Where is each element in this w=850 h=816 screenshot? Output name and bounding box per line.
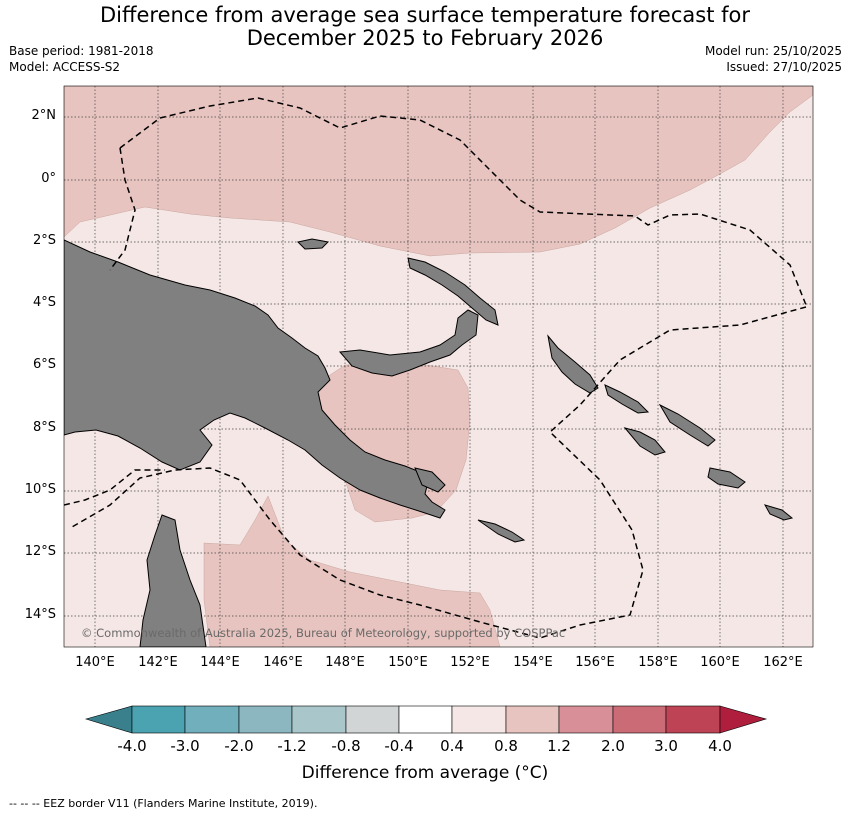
map-frame (63, 85, 814, 648)
colorbar-bin-6 (398, 705, 453, 734)
colorbar-tick: 1.2 (547, 737, 571, 755)
chart-title: Difference from average sea surface temp… (0, 4, 850, 50)
lat-label-8s: 8°S (32, 420, 56, 435)
colorbar-tick: 2.0 (601, 737, 625, 755)
colorbar-tick: -4.0 (117, 737, 147, 755)
manus-island (296, 238, 330, 250)
new-britain-island (338, 309, 479, 377)
anomaly-region-south (203, 495, 501, 647)
makira-island (707, 467, 746, 489)
colorbar-bin-10 (612, 705, 667, 734)
base-period: Base period: 1981-2018 (9, 44, 154, 58)
colorbar-tick: 0.4 (440, 737, 464, 755)
colorbar-bin-11 (665, 705, 721, 734)
colorbar-bin-2 (184, 705, 240, 734)
map-area (64, 86, 813, 647)
model-run: Model run: 25/10/2025 (704, 44, 842, 58)
lon-label-148e: 148°E (325, 655, 365, 670)
lon-label-144e: 144°E (200, 655, 240, 670)
colorbar-arrow-high (719, 705, 768, 734)
lat-label-2n: 2°N (31, 108, 57, 123)
lon-label-156e: 156°E (575, 655, 615, 670)
issued-date: Issued: 27/10/2025 (726, 60, 842, 74)
lon-label-162e: 162°E (763, 655, 803, 670)
lon-label-152e: 152°E (450, 655, 490, 670)
lon-label-150e: 150°E (388, 655, 428, 670)
colorbar-tick: 3.0 (654, 737, 678, 755)
colorbar-tick: -1.2 (277, 737, 307, 755)
colorbar-tick: -2.0 (224, 737, 254, 755)
eez-legend-note: -- -- -- EEZ border V11 (Flanders Marine… (9, 797, 318, 810)
solomon-islands-3 (623, 427, 666, 456)
louisiade-islands (477, 519, 526, 543)
solomon-islands-2 (658, 403, 716, 447)
colorbar-bin-7 (451, 705, 507, 734)
land-masses (64, 238, 794, 647)
eez-borders (64, 97, 807, 639)
colorbar-bin-4 (291, 705, 347, 734)
title-line-2: December 2025 to February 2026 (246, 26, 604, 50)
colorbar-bin-5 (345, 705, 400, 734)
lat-label-6s: 6°S (32, 357, 56, 372)
bougainville-island (547, 334, 599, 394)
lon-label-154e: 154°E (513, 655, 553, 670)
colorbar-tick: -3.0 (170, 737, 200, 755)
colorbar-bin-3 (238, 705, 293, 734)
lat-label-0: 0° (41, 171, 56, 186)
new-guinea-landmass (64, 239, 446, 519)
colorbar-arrow-low (84, 705, 133, 734)
cape-york-peninsula (139, 514, 207, 647)
colorbar-bin-8 (505, 705, 560, 734)
anomaly-region-north (64, 86, 813, 257)
vanuatu-island (763, 504, 794, 521)
colorbar-label: Difference from average (°C) (301, 763, 549, 783)
meta-left: Base period: 1981-2018 Model: ACCESS-S2 (9, 43, 154, 75)
colorbar-tick: 4.0 (708, 737, 732, 755)
model-name: Model: ACCESS-S2 (9, 60, 121, 74)
lon-label-160e: 160°E (700, 655, 740, 670)
lat-label-14s: 14°S (24, 607, 56, 622)
lon-label-142e: 142°E (138, 655, 178, 670)
lat-label-10s: 10°S (24, 482, 56, 497)
colorbar-bin-9 (558, 705, 614, 734)
title-line-1: Difference from average sea surface temp… (100, 3, 750, 27)
lon-label-146e: 146°E (263, 655, 303, 670)
lon-label-158e: 158°E (638, 655, 678, 670)
d-entrecasteaux-islands (414, 467, 446, 493)
lat-label-2s: 2°S (32, 233, 56, 248)
new-ireland-island (407, 257, 499, 326)
meta-right: Model run: 25/10/2025 Issued: 27/10/2025 (705, 43, 842, 75)
colorbar (84, 705, 768, 734)
lon-label-140e: 140°E (75, 655, 115, 670)
colorbar-tick: -0.4 (384, 737, 414, 755)
solomon-islands-1 (604, 384, 650, 414)
colorbar-tick: 0.8 (494, 737, 518, 755)
copyright-notice: © Commonwealth of Australia 2025, Bureau… (81, 626, 566, 640)
lat-label-4s: 4°S (32, 295, 56, 310)
colorbar-tick: -0.8 (331, 737, 361, 755)
colorbar-bin-1 (131, 705, 186, 734)
lat-label-12s: 12°S (24, 544, 56, 559)
